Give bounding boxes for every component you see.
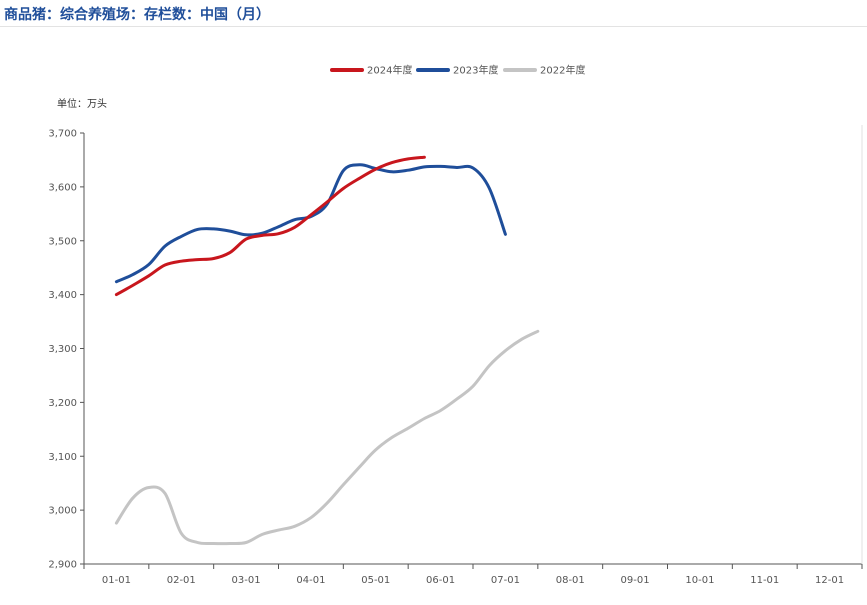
x-tick-label: 04-01	[296, 575, 325, 586]
series-line-2022	[114, 329, 540, 546]
x-tick-label: 10-01	[685, 575, 714, 586]
legend-label: 2024年度	[367, 64, 412, 77]
y-tick-label: 3,700	[48, 129, 77, 140]
series-line-2024	[114, 155, 426, 297]
x-tick-label: 01-01	[102, 575, 131, 586]
legend-label: 2022年度	[540, 64, 585, 77]
x-tick-label: 02-01	[167, 575, 196, 586]
chart-series	[114, 155, 540, 546]
x-tick-label: 09-01	[621, 575, 650, 586]
legend-label: 2023年度	[453, 64, 498, 77]
y-tick-label: 3,200	[48, 398, 77, 409]
x-tick-label: 08-01	[556, 575, 585, 586]
page-title: 商品猪：综合养殖场：存栏数：中国（月）	[4, 7, 270, 23]
y-tick-label: 3,500	[48, 236, 77, 247]
x-tick-label: 12-01	[815, 575, 844, 586]
unit-label: 单位：万头	[57, 97, 107, 110]
x-tick-label: 11-01	[750, 575, 779, 586]
y-tick-label: 3,300	[48, 344, 77, 355]
y-tick-label: 3,400	[48, 290, 77, 301]
title-divider	[0, 26, 867, 27]
x-tick-label: 05-01	[361, 575, 390, 586]
x-tick-label: 07-01	[491, 575, 520, 586]
series-line-2023	[114, 163, 507, 284]
y-tick-label: 2,900	[48, 560, 77, 571]
x-tick-label: 06-01	[426, 575, 455, 586]
chart-axes: 2,900 3,000 3,100 3,200 3,300 3,400 3,500 3,600…	[48, 125, 863, 586]
y-tick-label: 3,000	[48, 506, 77, 517]
y-tick-label: 3,100	[48, 452, 77, 463]
y-tick-label: 3,600	[48, 182, 77, 193]
chart-legend: 2024年度 2023年度 2022年度	[330, 64, 585, 77]
x-tick-label: 03-01	[232, 575, 261, 586]
